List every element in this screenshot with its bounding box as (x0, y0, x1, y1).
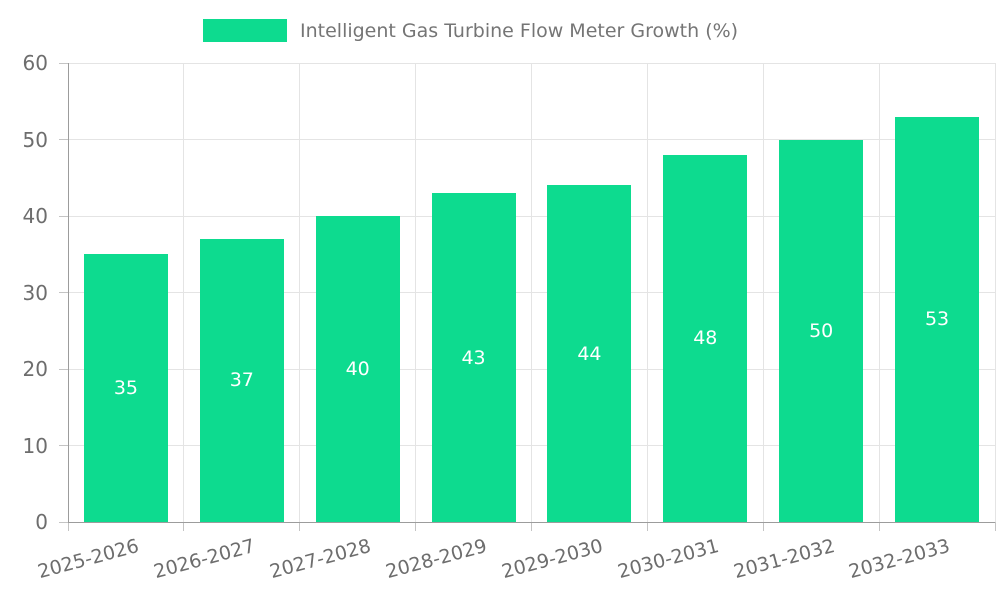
x-axis-tick-label: 2031-2032 (731, 535, 837, 584)
x-axis-line (68, 522, 995, 523)
bar-value-label: 50 (809, 319, 834, 342)
x-axis-tick (878, 522, 880, 531)
y-axis-tick-label: 60 (22, 51, 48, 75)
legend[interactable]: Intelligent Gas Turbine Flow Meter Growt… (203, 19, 738, 42)
x-axis-tick (67, 522, 69, 531)
x-axis-tick (531, 522, 532, 531)
y-axis-tick (59, 139, 68, 140)
y-axis-tick (59, 62, 68, 64)
gridline-vertical (299, 63, 301, 522)
bar[interactable]: 48 (663, 154, 748, 522)
gridline-vertical (762, 63, 764, 522)
x-axis-tick-label: 2030-2031 (615, 535, 722, 584)
y-axis-tick (59, 445, 68, 446)
y-axis-tick (59, 368, 68, 370)
bar[interactable]: 50 (779, 139, 864, 522)
y-axis-tick-label: 30 (22, 280, 48, 305)
gridline-vertical (646, 63, 648, 522)
gridline-vertical (415, 63, 417, 522)
bar-value-label: 35 (113, 377, 139, 400)
bar-value-label: 37 (229, 369, 254, 392)
bar-value-label: 48 (693, 327, 718, 350)
x-axis-tick-label: 2029-2030 (499, 535, 606, 584)
y-axis-tick-label: 50 (22, 127, 48, 152)
x-axis-tick-label: 2028-2029 (383, 535, 490, 584)
x-axis-tick (762, 522, 764, 531)
gridline-vertical (183, 63, 185, 522)
y-axis-tick-label: 20 (22, 357, 48, 381)
bar-value-label: 53 (924, 308, 950, 331)
x-axis-tick-label: 2025-2026 (35, 535, 142, 584)
x-axis-tick (415, 522, 417, 531)
plot-area: 0 10 20 30 40 50 60 35 2025-2026 37 2026-2027 40 202… (23, 51, 996, 583)
bar-value-label: 43 (461, 346, 486, 369)
gridline-vertical (531, 63, 532, 522)
y-axis-tick-label: 0 (35, 510, 48, 534)
y-axis-tick-label: 10 (22, 433, 48, 458)
x-axis-tick (183, 522, 185, 531)
bar[interactable]: 35 (83, 254, 168, 522)
x-axis-tick (646, 522, 648, 531)
legend-swatch (203, 19, 287, 42)
x-axis-tick (994, 522, 996, 531)
gridline-vertical (994, 63, 996, 522)
bar-value-label: 40 (345, 358, 370, 380)
bar[interactable]: 37 (199, 238, 284, 522)
x-axis-tick-label: 2027-2028 (267, 535, 374, 584)
y-axis-tick (59, 215, 68, 217)
bar[interactable]: 44 (547, 185, 632, 522)
gridline-vertical (878, 63, 880, 522)
x-axis-tick (299, 522, 301, 531)
bar[interactable]: 53 (895, 116, 980, 522)
y-axis-tick-label: 40 (22, 204, 48, 228)
bar-value-label: 44 (577, 342, 602, 365)
x-axis-tick-label: 2026-2027 (151, 535, 258, 584)
bar[interactable]: 40 (315, 216, 400, 522)
y-axis-line (68, 63, 69, 522)
legend-label: Intelligent Gas Turbine Flow Meter Growt… (300, 19, 739, 42)
y-axis-tick (59, 292, 68, 293)
y-axis-tick (59, 521, 68, 523)
bar[interactable]: 43 (431, 193, 516, 522)
x-axis-tick-label: 2032-2033 (847, 535, 953, 584)
